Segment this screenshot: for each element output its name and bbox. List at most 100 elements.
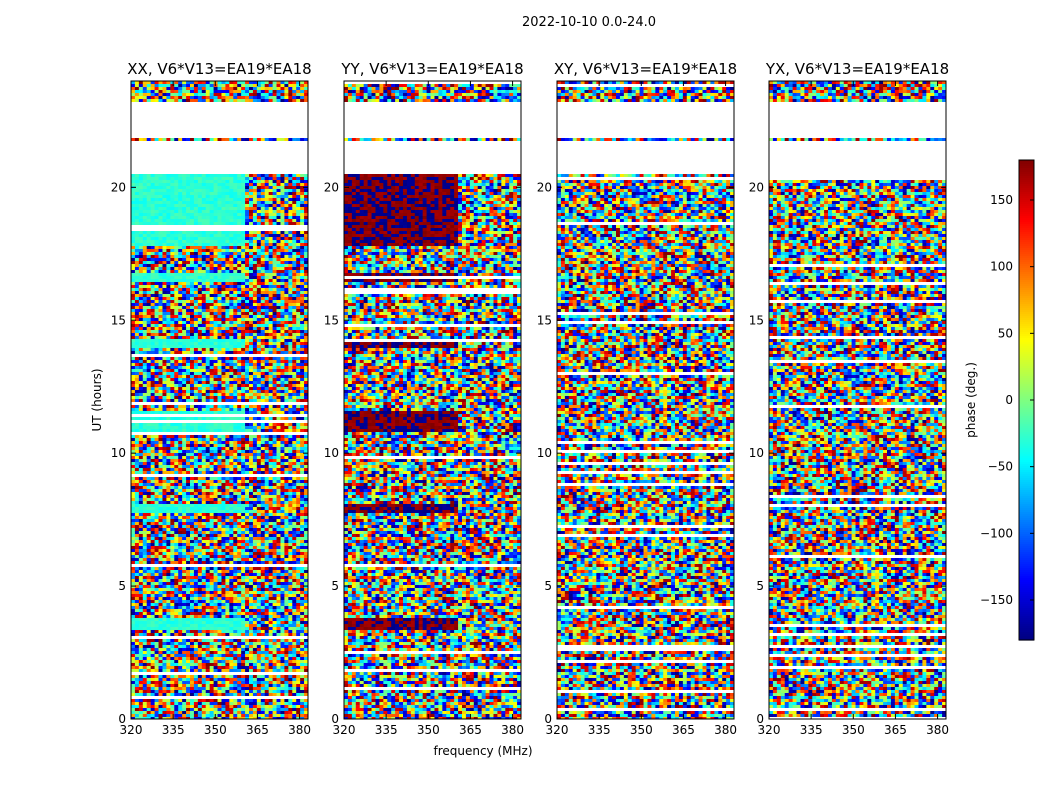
colorbar-segment <box>1019 306 1034 309</box>
colorbar-segment <box>1019 602 1034 605</box>
panels: XX, V6*V13=EA19*EA18 320 335 350 365 380 0 5 10 1… <box>111 60 949 737</box>
colorbar-segment <box>1019 504 1034 507</box>
colorbar-segment <box>1019 404 1034 407</box>
colorbar-segment <box>1019 532 1034 535</box>
colorbar-tick-label: −150 <box>980 593 1013 607</box>
colorbar-segment <box>1019 620 1034 623</box>
colorbar-segment <box>1019 302 1034 305</box>
y-tick-label: 15 <box>324 313 339 327</box>
y-tick-label: 15 <box>749 313 764 327</box>
colorbar-segment <box>1019 490 1034 493</box>
x-tick-label: 365 <box>459 723 482 737</box>
colorbar-segment <box>1019 222 1034 225</box>
colorbar-segment <box>1019 366 1034 369</box>
colorbar-segment <box>1019 514 1034 517</box>
panel-title: XY, V6*V13=EA19*EA18 <box>554 60 737 78</box>
colorbar-segment <box>1019 590 1034 593</box>
colorbar-segment <box>1019 508 1034 511</box>
colorbar-segment <box>1019 624 1034 627</box>
y-tick-label: 0 <box>544 712 552 726</box>
colorbar-segment <box>1019 286 1034 289</box>
colorbar-segment <box>1019 454 1034 457</box>
colorbar-segment <box>1019 324 1034 327</box>
colorbar-segment <box>1019 224 1034 227</box>
colorbar-segment <box>1019 484 1034 487</box>
y-tick-label: 0 <box>756 712 764 726</box>
colorbar-segment <box>1019 204 1034 207</box>
panel-yy: YY, V6*V13=EA19*EA18 320 335 350 365 380 0 5 10 1… <box>324 60 524 737</box>
colorbar-segment <box>1019 218 1034 221</box>
colorbar-segment <box>1019 282 1034 285</box>
x-tick-label: 335 <box>375 723 398 737</box>
colorbar-segment <box>1019 234 1034 237</box>
colorbar-segment <box>1019 232 1034 235</box>
colorbar-segment <box>1019 480 1034 483</box>
colorbar-segment <box>1019 384 1034 387</box>
colorbar-segment <box>1019 406 1034 409</box>
colorbar-segment <box>1019 526 1034 529</box>
colorbar-segment <box>1019 300 1034 303</box>
colorbar-segment <box>1019 312 1034 315</box>
colorbar-segment <box>1019 528 1034 531</box>
colorbar-segment <box>1019 348 1034 351</box>
colorbar-segment <box>1019 334 1034 337</box>
colorbar-segment <box>1019 558 1034 561</box>
colorbar-segment <box>1019 440 1034 443</box>
colorbar-segment <box>1019 518 1034 521</box>
colorbar-segment <box>1019 376 1034 379</box>
phase-image <box>557 81 734 719</box>
x-tick-label: 335 <box>162 723 185 737</box>
colorbar-segment <box>1019 304 1034 307</box>
y-tick-label: 15 <box>537 313 552 327</box>
x-tick-label: 350 <box>417 723 440 737</box>
colorbar-segment <box>1019 196 1034 199</box>
colorbar-segment <box>1019 168 1034 171</box>
colorbar-segment <box>1019 408 1034 411</box>
colorbar-segment <box>1019 320 1034 323</box>
colorbar-segment <box>1019 546 1034 549</box>
colorbar-segment <box>1019 202 1034 205</box>
colorbar-segment <box>1019 200 1034 203</box>
colorbar-segment <box>1019 612 1034 615</box>
colorbar-segment <box>1019 250 1034 253</box>
x-tick-label: 380 <box>926 723 949 737</box>
colorbar-segment <box>1019 288 1034 291</box>
colorbar-segment <box>1019 402 1034 405</box>
colorbar-segment <box>1019 592 1034 595</box>
colorbar-segment <box>1019 628 1034 631</box>
colorbar-segment <box>1019 588 1034 591</box>
colorbar-segment <box>1019 342 1034 345</box>
colorbar-segment <box>1019 426 1034 429</box>
colorbar-segment <box>1019 614 1034 617</box>
y-tick-label: 20 <box>749 180 764 194</box>
colorbar-segment <box>1019 516 1034 519</box>
colorbar-segment <box>1019 472 1034 475</box>
colorbar-segment <box>1019 562 1034 565</box>
x-tick-label: 380 <box>501 723 524 737</box>
colorbar-segment <box>1019 182 1034 185</box>
colorbar-segment <box>1019 630 1034 633</box>
colorbar-segment <box>1019 580 1034 583</box>
colorbar-segment <box>1019 354 1034 357</box>
colorbar-segment <box>1019 256 1034 259</box>
figure-title: 2022-10-10 0.0-24.0 <box>522 15 656 30</box>
colorbar-segment <box>1019 244 1034 247</box>
colorbar-segment <box>1019 352 1034 355</box>
colorbar-tick-label: 100 <box>990 260 1013 274</box>
colorbar-segment <box>1019 582 1034 585</box>
colorbar-segment <box>1019 166 1034 169</box>
colorbar: 150 100 50 0 −50 −100 −150 <box>980 159 1035 641</box>
colorbar-segment <box>1019 248 1034 251</box>
colorbar-segment <box>1019 326 1034 329</box>
colorbar-segment <box>1019 452 1034 455</box>
colorbar-segment <box>1019 308 1034 311</box>
colorbar-segment <box>1019 172 1034 175</box>
colorbar-segment <box>1019 214 1034 217</box>
colorbar-segment <box>1019 390 1034 393</box>
colorbar-segment <box>1019 252 1034 255</box>
colorbar-segment <box>1019 164 1034 167</box>
colorbar-segment <box>1019 242 1034 245</box>
x-tick-label: 320 <box>758 723 781 737</box>
colorbar-segment <box>1019 608 1034 611</box>
colorbar-segment <box>1019 268 1034 271</box>
